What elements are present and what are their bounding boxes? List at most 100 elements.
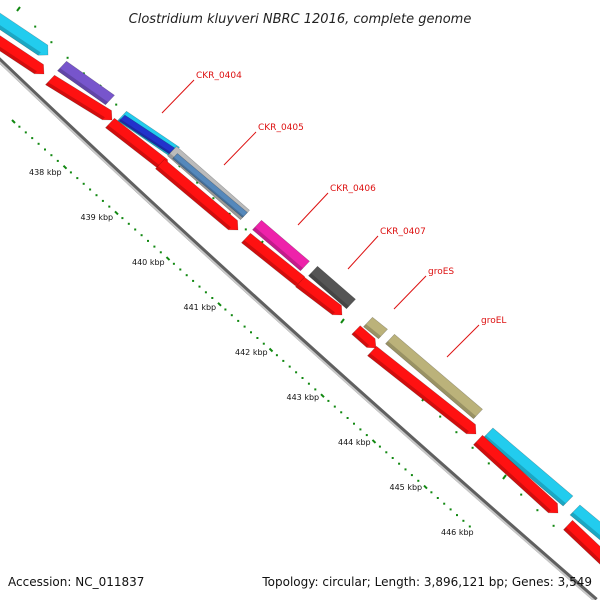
inner-major-tick — [320, 393, 325, 398]
cyan-block-1-shade — [0, 25, 41, 56]
olive-block-small — [363, 316, 388, 340]
minor-tick — [455, 431, 458, 434]
inner-minor-tick — [89, 188, 92, 191]
gene-leader-line — [161, 79, 195, 114]
kbp-label: 440 kbp — [132, 258, 165, 267]
inner-minor-tick — [50, 154, 53, 157]
inner-minor-tick — [224, 308, 227, 311]
kbp-label: 443 kbp — [287, 393, 320, 402]
gene-leader-line — [393, 275, 427, 310]
inner-minor-tick — [365, 434, 368, 437]
inner-minor-tick — [56, 159, 59, 162]
kbp-label: 438 kbp — [29, 168, 62, 177]
inner-major-tick — [11, 119, 16, 124]
major-tick — [340, 318, 345, 324]
red-block-9-shade — [473, 442, 551, 513]
inner-minor-tick — [95, 194, 98, 197]
red-block-10-shade — [563, 527, 600, 565]
inner-minor-tick — [456, 514, 458, 517]
gene-blocks — [0, 12, 600, 565]
cyan-block-1 — [0, 12, 49, 56]
gene-label: CKR_0406 — [330, 184, 376, 194]
backbone-outer-line — [0, 57, 598, 600]
inner-minor-tick — [449, 508, 452, 511]
kbp-label: 441 kbp — [184, 303, 217, 312]
inner-major-tick — [165, 256, 171, 261]
inner-minor-tick — [76, 177, 79, 180]
minor-tick — [552, 524, 555, 527]
minor-tick — [520, 493, 523, 496]
blue-block — [118, 114, 176, 155]
gene-leader-line — [446, 324, 480, 358]
magenta-block — [252, 219, 310, 272]
red-block-9 — [473, 434, 559, 514]
inner-minor-tick — [198, 285, 201, 288]
inner-minor-tick — [275, 354, 278, 357]
purple-block — [57, 60, 115, 106]
inner-minor-tick — [153, 245, 156, 248]
red-block-2-shade — [45, 82, 105, 120]
gene-label: CKR_0407 — [380, 227, 426, 237]
red-block-7-shade — [351, 331, 370, 348]
minor-tick — [439, 415, 442, 418]
inner-minor-tick — [391, 457, 394, 459]
minor-tick — [66, 56, 69, 59]
minor-tick — [115, 103, 118, 106]
backbone-highlight — [0, 61, 596, 600]
gene-label: groES — [428, 267, 454, 277]
major-tick — [502, 474, 507, 480]
kbp-label: 444 kbp — [338, 438, 371, 447]
inner-minor-tick — [24, 131, 27, 134]
minor-tick — [487, 462, 490, 465]
inner-minor-tick — [121, 217, 124, 220]
inner-minor-tick — [378, 445, 381, 448]
accession-label: Accession: NC_011837 — [8, 575, 144, 589]
gene-label: CKR_0404 — [196, 71, 242, 81]
red-block-1-shade — [0, 46, 37, 74]
red-block-10 — [563, 519, 600, 565]
gene-leader-line — [297, 192, 329, 226]
inner-major-tick — [268, 347, 274, 353]
red-block-6-shade — [295, 284, 335, 315]
inner-minor-tick — [211, 297, 214, 299]
inner-minor-tick — [37, 142, 40, 145]
inner-minor-tick — [44, 148, 46, 151]
red-block-4-shade — [155, 166, 231, 230]
inner-major-tick — [371, 439, 377, 444]
inner-minor-tick — [443, 502, 446, 505]
inner-minor-tick — [327, 399, 330, 402]
inner-minor-tick — [69, 171, 72, 174]
blue-block-shade — [119, 119, 171, 154]
steel-block-shade — [172, 157, 244, 218]
olive-block-small-shade — [363, 324, 381, 339]
inner-minor-tick — [436, 497, 439, 499]
inner-minor-tick — [288, 365, 291, 368]
inner-minor-tick — [333, 405, 336, 408]
inner-minor-tick — [256, 337, 259, 339]
inner-minor-tick — [134, 228, 137, 231]
inner-minor-tick — [243, 325, 246, 328]
minor-tick — [228, 212, 231, 215]
inner-minor-tick — [301, 377, 304, 379]
inner-minor-tick — [147, 239, 149, 242]
minor-tick — [471, 446, 474, 449]
inner-minor-tick — [398, 462, 401, 465]
red-block-4 — [155, 158, 239, 231]
inner-minor-tick — [230, 314, 233, 317]
inner-minor-tick — [127, 222, 130, 225]
inner-minor-tick — [410, 474, 413, 477]
inner-minor-tick — [18, 125, 21, 128]
kbp-label: 442 kbp — [235, 348, 268, 357]
dark-gray-block-shade — [308, 273, 349, 309]
minor-tick — [244, 228, 247, 231]
inner-minor-tick — [250, 331, 252, 334]
inner-minor-tick — [140, 234, 143, 237]
inner-minor-tick — [353, 422, 355, 425]
inner-minor-tick — [82, 182, 85, 185]
map-title: Clostridium kluyveri NBRC 12016, complet… — [129, 12, 472, 27]
red-block-8 — [367, 345, 477, 435]
inner-minor-tick — [282, 359, 285, 362]
gene-leader-line — [347, 235, 379, 270]
dark-gray-block — [308, 265, 356, 310]
inner-major-tick — [217, 302, 222, 307]
